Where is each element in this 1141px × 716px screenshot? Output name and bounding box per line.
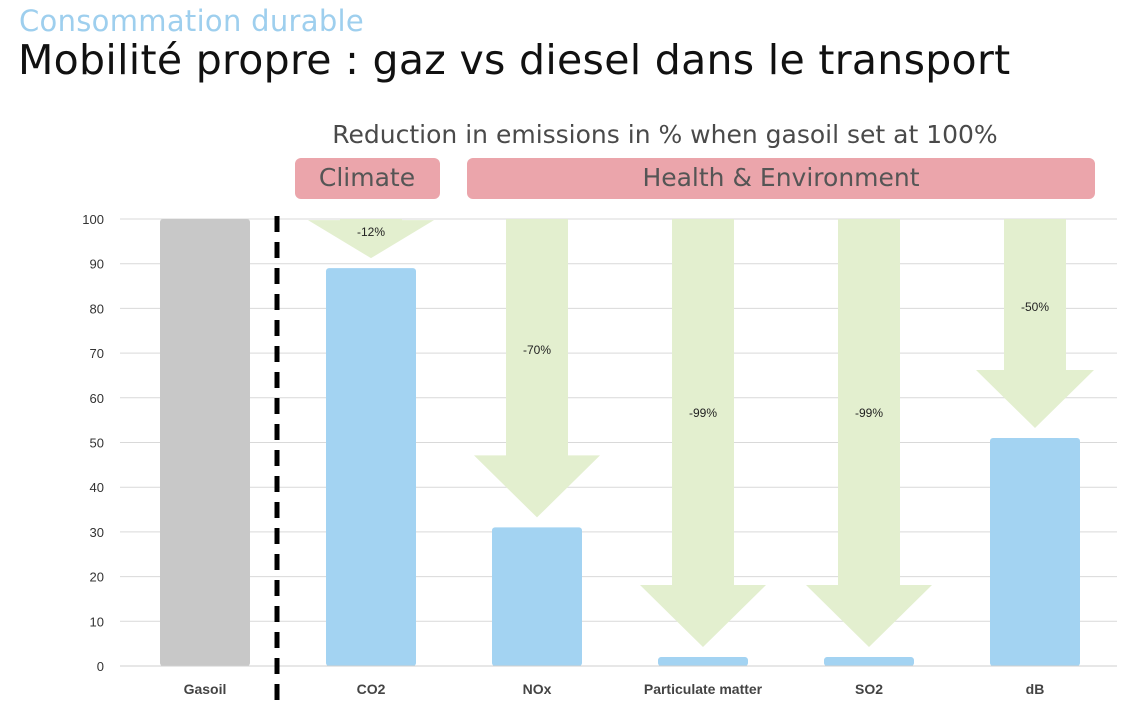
x-tick-label-nox: NOx [523,681,552,697]
x-tick-label-gasoil: Gasoil [184,681,227,697]
y-tick-label-60: 60 [90,391,104,406]
y-tick-label-0: 0 [97,659,104,674]
reduction-label-nox: -70% [523,343,551,357]
reduction-arrow-so2 [806,219,932,648]
reduction-arrow-co2 [308,219,434,259]
y-tick-label-90: 90 [90,257,104,272]
group-label-bg-climate [295,158,440,199]
y-tick-label-30: 30 [90,525,104,540]
y-tick-label-20: 20 [90,570,104,585]
reduction-label-so2: -99% [855,406,883,420]
group-label-climate: Climate [319,163,415,192]
x-tick-label-particulate-matter: Particulate matter [644,681,763,697]
bar-co2 [326,268,416,666]
y-tick-label-10: 10 [90,614,104,629]
bar-so2 [824,657,914,666]
bar-db [990,438,1080,666]
group-label-bg-health-environment [467,158,1095,199]
group-label-health-environment: Health & Environment [642,163,919,192]
chart-title: Reduction in emissions in % when gasoil … [332,120,997,149]
x-tick-label-db: dB [1026,681,1045,697]
reduction-arrow-nox [474,219,600,518]
bar-nox [492,527,582,666]
x-tick-label-co2: CO2 [357,681,386,697]
x-tick-label-so2: SO2 [855,681,883,697]
reduction-label-particulate-matter: -99% [689,406,717,420]
y-tick-label-40: 40 [90,480,104,495]
reduction-arrow-db [976,219,1094,429]
reduction-arrow-particulate-matter [640,219,766,648]
reduction-label-co2: -12% [357,225,385,239]
kicker-subtitle: Consommation durable [19,4,365,38]
bar-particulate-matter [658,657,748,666]
y-tick-label-50: 50 [90,436,104,451]
bar-gasoil [160,219,250,666]
y-tick-label-80: 80 [90,301,104,316]
page-title: Mobilité propre : gaz vs diesel dans le … [18,36,1011,84]
y-tick-label-70: 70 [90,346,104,361]
y-tick-label-100: 100 [82,212,104,227]
reduction-label-db: -50% [1021,300,1049,314]
